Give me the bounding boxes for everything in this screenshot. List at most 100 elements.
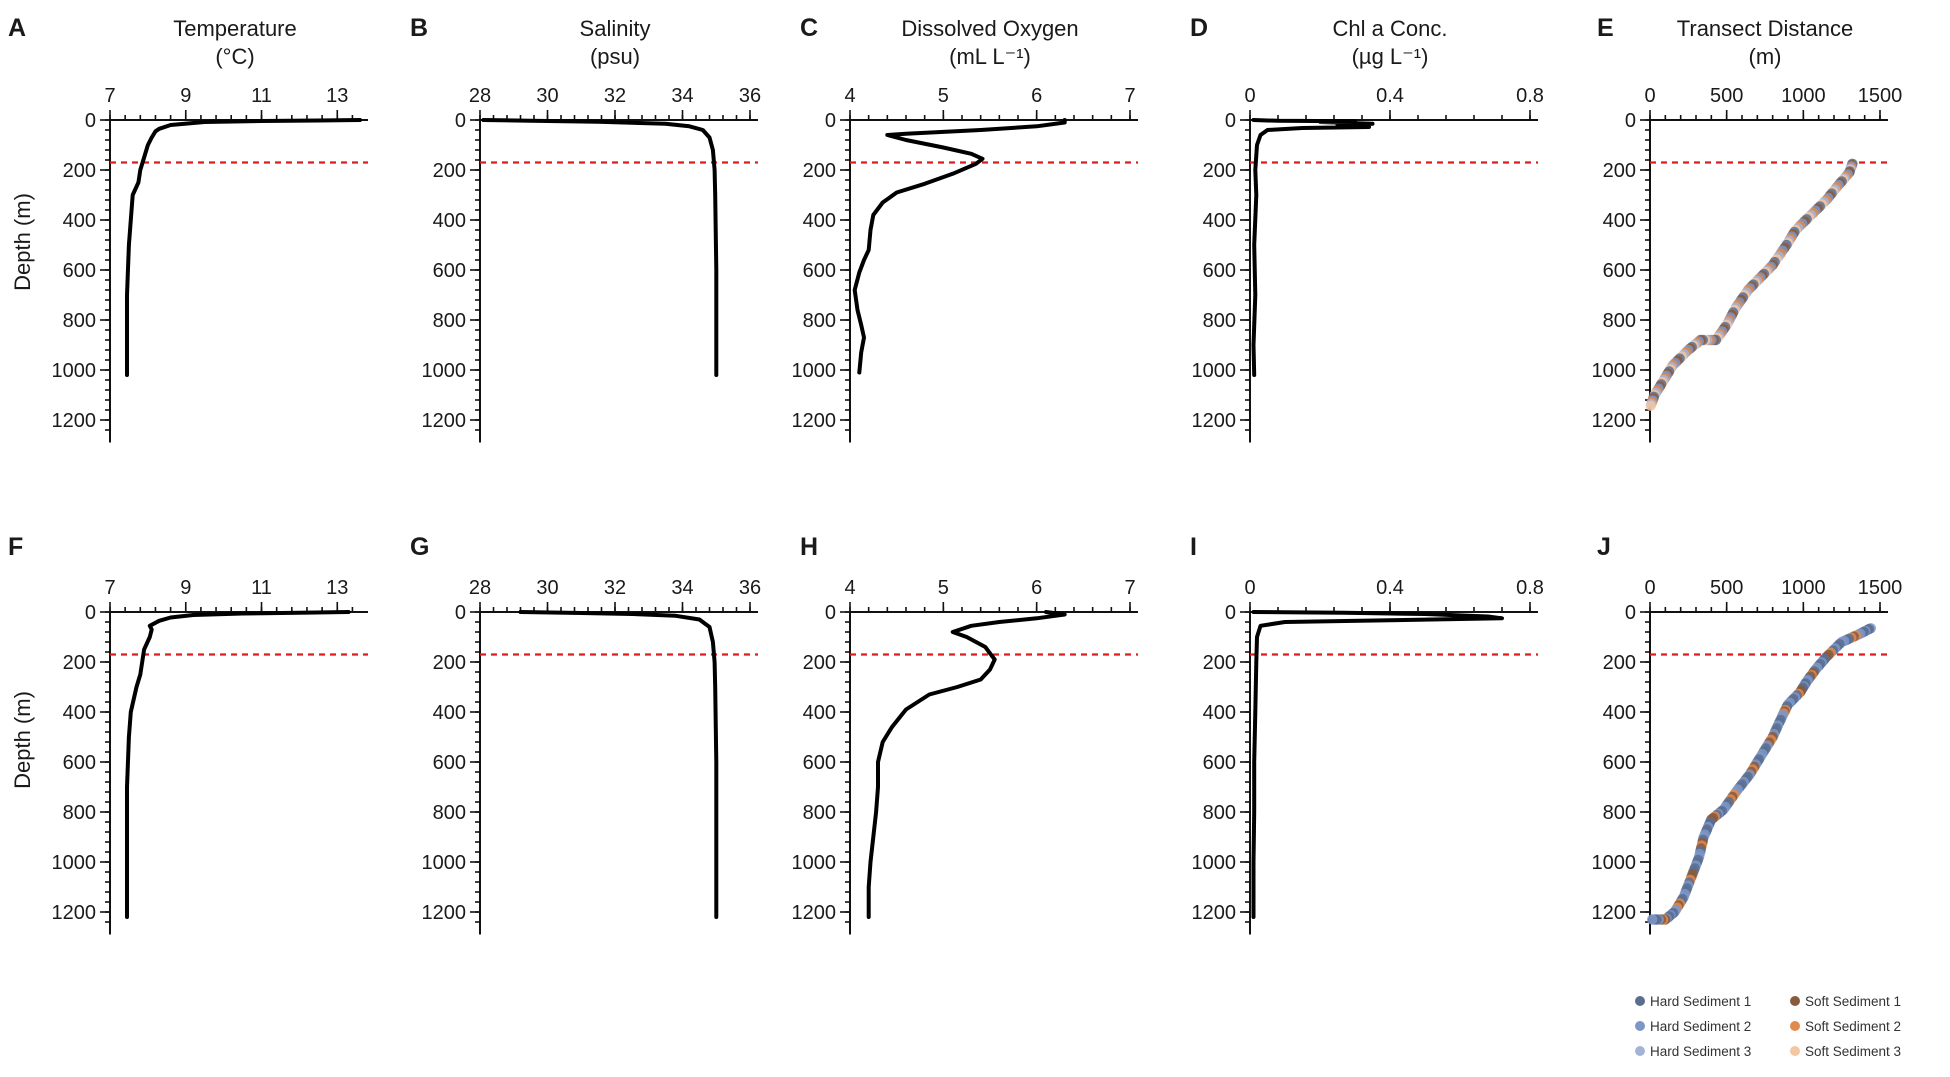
panel-f-y-tick-label: 1000	[52, 852, 97, 874]
panel-h-y-tick-label: 800	[803, 802, 836, 824]
panel-c-y-tick-label: 0	[825, 110, 836, 132]
panel-i-y-tick-label: 200	[1203, 652, 1236, 674]
panel-g-x-tick-label: 28	[469, 577, 491, 599]
panel-e-y-tick-label: 200	[1603, 160, 1636, 182]
panel-a-y-tick-label: 0	[85, 110, 96, 132]
panel-f-y-tick-label: 400	[63, 702, 96, 724]
legend-label-hard-sediment-2: Hard Sediment 2	[1650, 1019, 1751, 1034]
panel-i-y-tick-label: 0	[1225, 602, 1236, 624]
panel-j-y-tick-label: 0	[1625, 602, 1636, 624]
panel-g-x-tick-label: 32	[604, 577, 626, 599]
panel-g-x-tick-label: 30	[536, 577, 558, 599]
panel-f-x-tick-label: 7	[104, 577, 115, 599]
panel-c-y-tick-label: 800	[803, 310, 836, 332]
panel-g: G 28 30 32 34 36 0 200 400 600 800 1000 1200	[410, 533, 761, 935]
panel-d-title: Chl a Conc.	[1333, 16, 1448, 41]
panel-g-letter: G	[410, 533, 429, 561]
panel-j-series-line	[1648, 626, 1873, 922]
legend-label-hard-sediment-3: Hard Sediment 3	[1650, 1044, 1751, 1059]
panel-c-y-tick-label: 600	[803, 260, 836, 282]
legend-label-soft-sediment-3: Soft Sediment 3	[1805, 1044, 1901, 1059]
panel-d-series-line	[1251, 118, 1375, 377]
panel-c-letter: C	[800, 14, 818, 42]
panel-b-x-tick-label: 36	[739, 85, 761, 107]
panel-h-y-tick-label: 0	[825, 602, 836, 624]
panel-h-y-tick-label: 200	[803, 652, 836, 674]
panel-c-x-tick-label: 4	[844, 85, 855, 107]
legend-label-soft-sediment-1: Soft Sediment 1	[1805, 994, 1901, 1009]
panel-f-x-tick-label: 11	[251, 577, 272, 599]
panel-j-y-tick-label: 600	[1603, 752, 1636, 774]
panel-b-y-tick-label: 200	[433, 160, 466, 182]
panel-i-x-tick-label: 0.4	[1376, 577, 1404, 599]
panel-f-letter: F	[8, 533, 23, 561]
panel-h-letter: H	[800, 533, 818, 561]
panel-b-x-tick-label: 34	[671, 85, 693, 107]
panel-e-sediment-point	[1645, 400, 1656, 411]
panel-g-y-tick-label: 1200	[422, 902, 467, 924]
panel-i-y-tick-label: 1000	[1192, 852, 1237, 874]
panel-d-y-tick-label: 0	[1225, 110, 1236, 132]
panel-f-y-tick-label: 200	[63, 652, 96, 674]
panel-b: B Salinity (psu) 28 30 32 34 36 0 200 400 600 800 100…	[410, 14, 761, 443]
panel-f-x-tick-label: 13	[326, 577, 348, 599]
panel-a: A Temperature (°C) 7 9 11 13 0 200 400 600 800 1000 1…	[8, 14, 368, 443]
legend-label-hard-sediment-1: Hard Sediment 1	[1650, 994, 1751, 1009]
legend-label-soft-sediment-2: Soft Sediment 2	[1805, 1019, 1901, 1034]
panel-e-subtitle: (m)	[1749, 44, 1782, 69]
panel-a-subtitle: (°C)	[215, 44, 254, 69]
panel-d-x-tick-label: 0.4	[1376, 85, 1404, 107]
panel-j-sediment-point	[1647, 914, 1658, 925]
panel-f-y-tick-label: 800	[63, 802, 96, 824]
panel-e-x-tick-label: 1500	[1858, 85, 1903, 107]
panel-j-y-tick-label: 800	[1603, 802, 1636, 824]
panel-d-y-tick-label: 1200	[1192, 410, 1237, 432]
panel-b-x-tick-label: 32	[604, 85, 626, 107]
panel-c-series-line	[852, 118, 1067, 375]
panel-a-y-tick-label: 400	[63, 210, 96, 232]
panel-d-y-tick-label: 600	[1203, 260, 1236, 282]
panel-e-x-tick-label: 0	[1644, 85, 1655, 107]
panel-g-y-tick-label: 200	[433, 652, 466, 674]
panel-i-x-tick-label: 0.8	[1516, 577, 1544, 599]
panel-e-y-tick-label: 800	[1603, 310, 1636, 332]
chart-legend: Hard Sediment 1 Soft Sediment 1 Hard Sedim…	[1635, 994, 1901, 1059]
panel-e-y-tick-label: 400	[1603, 210, 1636, 232]
panel-c-y-tick-label: 1000	[792, 360, 837, 382]
panel-b-y-tick-label: 0	[455, 110, 466, 132]
panel-a-y-tick-label: 1000	[52, 360, 97, 382]
panel-e-y-tick-label: 0	[1625, 110, 1636, 132]
panel-e-y-tick-label: 1000	[1592, 360, 1637, 382]
panel-e-x-tick-label: 500	[1710, 85, 1743, 107]
panel-i-x-tick-label: 0	[1244, 577, 1255, 599]
panel-c: C Dissolved Oxygen (mL L⁻¹) 4 5 6 7 0 200 400 600 8…	[792, 14, 1138, 443]
panel-e-title: Transect Distance	[1677, 16, 1853, 41]
panel-b-y-tick-label: 600	[433, 260, 466, 282]
panel-f-y-tick-label: 0	[85, 602, 96, 624]
panel-f-y-tick-label: 600	[63, 752, 96, 774]
panel-c-x-tick-label: 6	[1031, 85, 1042, 107]
panel-g-y-tick-label: 1000	[422, 852, 467, 874]
panel-j-x-tick-label: 0	[1644, 577, 1655, 599]
panel-j-x-tick-label: 500	[1710, 577, 1743, 599]
panel-g-x-tick-label: 34	[671, 577, 693, 599]
panel-j: J 0 500 1000 1500 0 200 400 600 800 1000 1200	[1592, 533, 1902, 935]
panel-c-x-tick-label: 7	[1124, 85, 1135, 107]
panel-d-y-tick-label: 800	[1203, 310, 1236, 332]
panel-b-y-tick-label: 800	[433, 310, 466, 332]
panel-j-x-tick-label: 1000	[1781, 577, 1826, 599]
panel-h-x-tick-label: 5	[938, 577, 949, 599]
panel-i-y-tick-label: 800	[1203, 802, 1236, 824]
panel-c-x-tick-label: 5	[938, 85, 949, 107]
panel-j-y-tick-label: 1200	[1592, 902, 1637, 924]
panel-b-title: Salinity	[580, 16, 651, 41]
legend-marker-hard-sediment-3	[1635, 1046, 1645, 1056]
panel-j-y-tick-label: 200	[1603, 652, 1636, 674]
panel-c-title: Dissolved Oxygen	[901, 16, 1078, 41]
panel-i-y-tick-label: 600	[1203, 752, 1236, 774]
panel-i: I 0 0.4 0.8 0 200 400 600 800 1000 1200	[1190, 533, 1544, 935]
panel-i-y-tick-label: 400	[1203, 702, 1236, 724]
panel-b-subtitle: (psu)	[590, 44, 640, 69]
panel-d-y-tick-label: 400	[1203, 210, 1236, 232]
panel-c-y-tick-label: 400	[803, 210, 836, 232]
